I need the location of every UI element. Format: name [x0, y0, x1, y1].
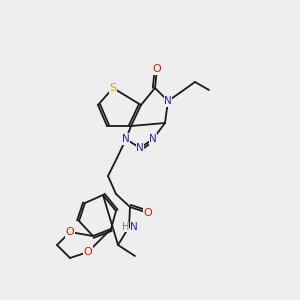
- Text: S: S: [110, 83, 117, 93]
- Text: N: N: [130, 222, 138, 232]
- Text: N: N: [136, 143, 144, 153]
- Text: O: O: [144, 208, 152, 218]
- Text: O: O: [84, 247, 92, 257]
- Text: O: O: [66, 227, 74, 237]
- Text: H: H: [122, 222, 129, 232]
- Text: N: N: [122, 134, 130, 144]
- Text: N: N: [149, 134, 157, 144]
- Text: O: O: [153, 64, 161, 74]
- Text: N: N: [164, 96, 172, 106]
